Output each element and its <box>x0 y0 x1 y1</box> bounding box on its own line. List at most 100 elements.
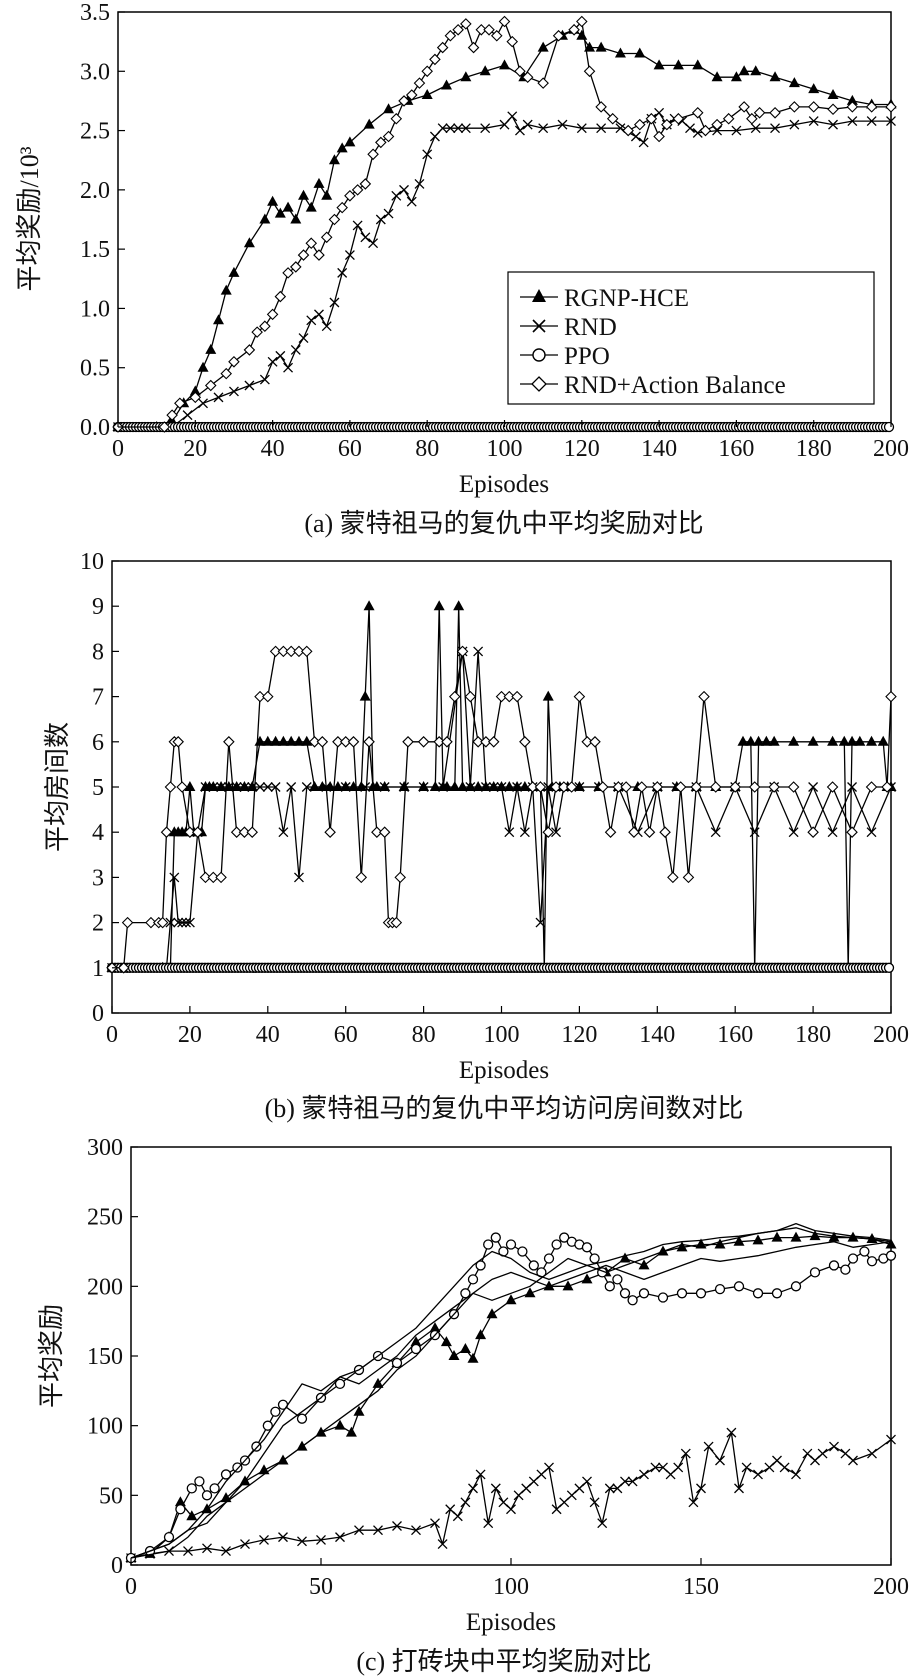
point-rgnp-hce <box>457 781 469 791</box>
x-tick-label: 180 <box>796 436 832 462</box>
point-rnd <box>866 827 877 838</box>
point-rnd <box>352 220 363 231</box>
point-rgnp-hce <box>274 207 286 218</box>
x-tick-label: 50 <box>309 1574 333 1600</box>
series-rnd <box>113 107 896 432</box>
point-rnd <box>703 1441 714 1452</box>
triangle-marker-icon <box>532 289 546 302</box>
point-rnd-action-balance <box>612 781 625 793</box>
point-rnd <box>399 184 409 195</box>
y-ticks-c: 0 50 100 150 200 250 300 <box>87 1135 138 1579</box>
series-rnd <box>126 1427 896 1563</box>
x-marker-icon <box>532 319 546 333</box>
point-ppo <box>232 1462 243 1473</box>
point-rgnp-hce <box>453 600 465 611</box>
point-rnd <box>231 782 242 792</box>
legend-item-rnd-action-balance: RND+Action Balance <box>520 372 786 399</box>
point-ppo <box>410 1343 422 1355</box>
point-rnd <box>680 1448 691 1459</box>
x-tick-label: 150 <box>683 1574 719 1600</box>
point-rgnp-hce <box>410 1336 422 1347</box>
point-rnd-action-balance <box>189 391 202 404</box>
point-rnd <box>817 1448 828 1459</box>
point-rnd-action-balance <box>328 213 341 226</box>
x-tick-label: 200 <box>873 436 909 462</box>
point-rgnp-hce <box>562 1280 574 1291</box>
point-rgnp-hce <box>619 1252 631 1263</box>
point-rgnp-hce <box>301 735 313 746</box>
point-ppo <box>543 1253 555 1264</box>
point-ppo <box>809 1267 821 1278</box>
point-rnd-action-balance <box>305 237 318 249</box>
point-rnd-action-balance <box>158 421 171 433</box>
point-rnd <box>582 1476 592 1487</box>
point-rgnp-hce <box>336 142 348 153</box>
point-rnd <box>283 362 294 373</box>
point-rnd <box>488 782 499 792</box>
y-tick-label: 100 <box>87 1414 123 1440</box>
point-rnd-action-balance <box>448 690 461 703</box>
point-rgnp-hce <box>363 600 375 611</box>
point-rnd <box>480 782 491 792</box>
x-tick-label: 20 <box>178 1022 202 1048</box>
point-rnd-action-balance <box>429 53 441 66</box>
point-rnd <box>475 1469 486 1480</box>
point-rnd <box>411 1525 421 1536</box>
point-ppo <box>559 1232 570 1243</box>
point-rnd <box>391 190 402 201</box>
legend-box <box>507 271 875 405</box>
point-rgnp-hce <box>505 1294 517 1305</box>
point-rnd <box>200 782 211 792</box>
point-rnd <box>638 137 649 148</box>
x-axis-label-a: Episodes <box>459 471 549 498</box>
y-tick-label: 50 <box>99 1483 123 1509</box>
y-ticks-b: 0 1 2 3 4 5 6 7 8 9 10 <box>80 549 119 1027</box>
point-rnd-action-balance <box>375 136 387 149</box>
point-rgnp-hce <box>475 1329 487 1340</box>
x-tick-label: 0 <box>106 1022 118 1048</box>
legend-label-ppo: PPO <box>564 343 610 370</box>
point-rnd <box>519 827 530 838</box>
point-rnd <box>240 1539 250 1550</box>
point-rnd-action-balance <box>367 148 379 161</box>
point-rgnp-hce <box>207 781 219 791</box>
point-rnd-action-balance <box>464 690 477 703</box>
point-rgnp-hce <box>542 690 554 701</box>
point-rgnp-hce <box>752 1234 764 1245</box>
point-rgnp-hce <box>290 213 302 224</box>
point-rnd <box>791 1469 801 1480</box>
point-rnd-action-balance <box>595 101 607 113</box>
point-rnd-action-balance <box>293 645 305 658</box>
point-rgnp-hce <box>220 284 232 295</box>
y-tick-label: 0.5 <box>80 356 110 382</box>
point-ppo <box>186 1483 197 1494</box>
point-rnd-action-balance <box>172 736 184 748</box>
y-tick-label: 7 <box>92 685 104 711</box>
point-rgnp-hce <box>259 213 271 224</box>
point-rnd-action-balance <box>117 962 130 974</box>
point-rnd-action-balance <box>297 249 310 261</box>
point-rnd-action-balance <box>220 367 232 380</box>
x-tick-label: 200 <box>873 1022 909 1048</box>
point-rnd <box>789 119 800 130</box>
point-rgnp-hce <box>270 735 282 746</box>
series-rnd-action-balance <box>106 645 897 974</box>
point-rnd <box>375 214 386 225</box>
point-rnd <box>460 123 471 134</box>
point-rnd-action-balance <box>568 24 580 36</box>
point-rnd-action-balance <box>480 736 492 748</box>
point-rnd-action-balance <box>444 29 457 42</box>
point-rnd-action-balance <box>316 736 329 748</box>
series-group-b <box>106 600 897 974</box>
point-rnd <box>808 782 819 792</box>
point-rnd-action-balance <box>441 736 453 748</box>
point-rnd <box>574 782 585 792</box>
point-rnd <box>202 1543 212 1554</box>
point-rgnp-hce <box>228 266 240 277</box>
point-rnd-action-balance <box>573 690 586 703</box>
point-rgnp-hce <box>371 781 383 791</box>
point-ppo <box>505 1239 517 1250</box>
point-rnd <box>314 309 324 320</box>
point-rnd-action-balance <box>215 871 227 884</box>
point-rgnp-hce <box>519 781 531 791</box>
